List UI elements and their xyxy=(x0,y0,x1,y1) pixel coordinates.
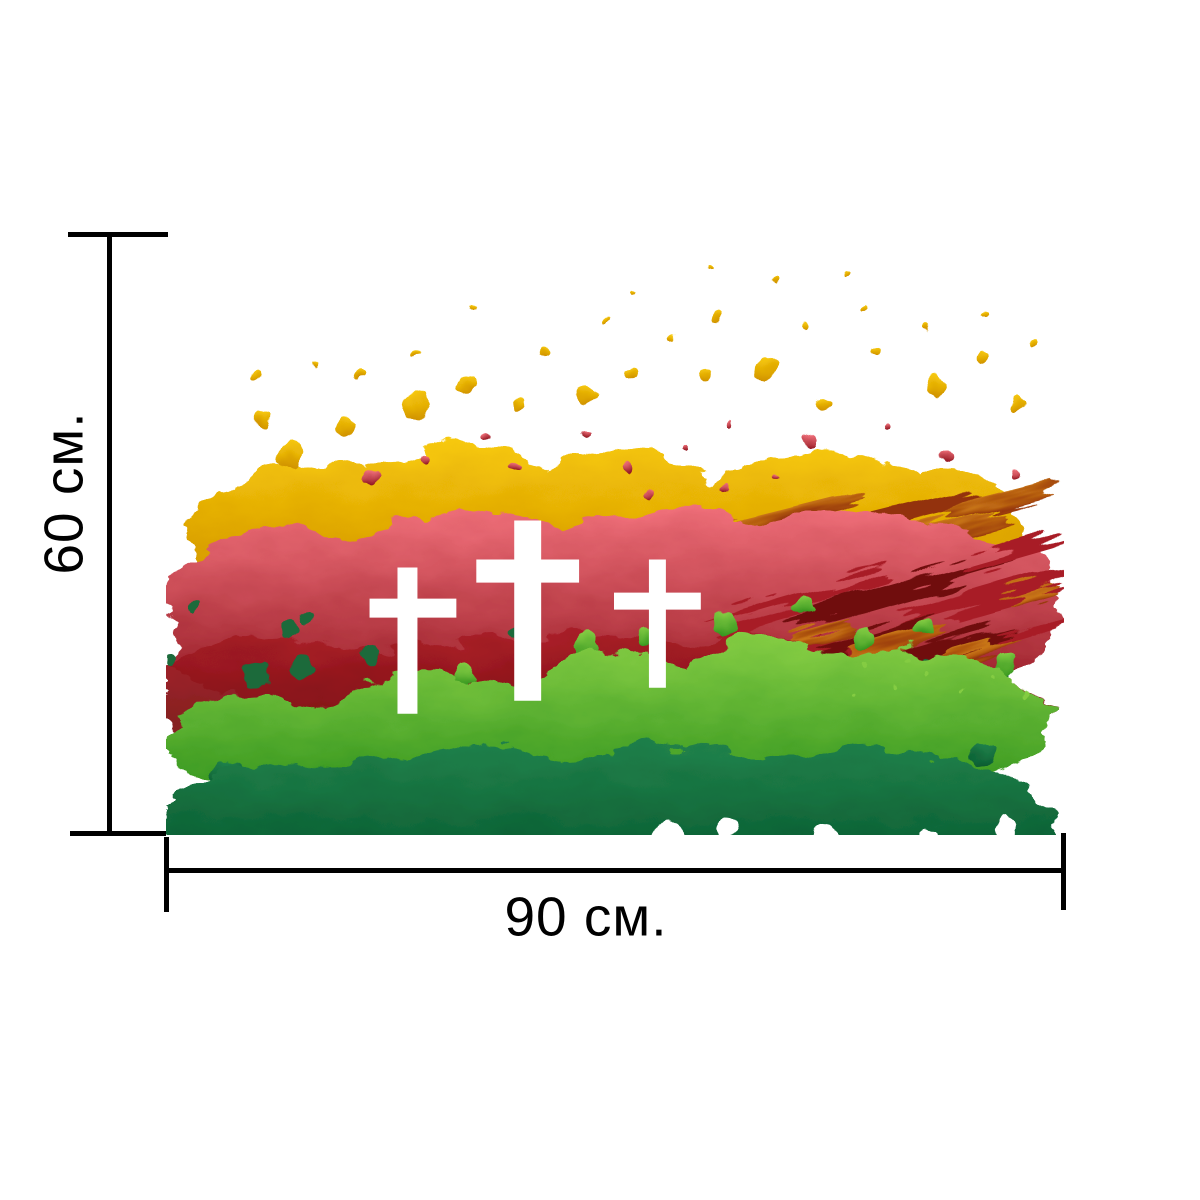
width-dimension-line xyxy=(166,868,1064,873)
width-dimension-left-tick xyxy=(164,837,169,912)
height-dimension-label: 60 см. xyxy=(32,411,95,575)
height-dimension-top-tick xyxy=(68,232,168,237)
green-flecks xyxy=(852,657,1028,698)
crosses-group xyxy=(369,520,701,714)
red-droplets xyxy=(362,419,1020,501)
height-dimension-bottom-tick xyxy=(70,831,166,836)
center-cross-icon xyxy=(476,520,580,701)
splatter-artwork xyxy=(166,234,1064,835)
yellow-droplets xyxy=(251,266,1039,470)
dark-green-layer xyxy=(166,742,1057,835)
left-cross-icon xyxy=(369,567,457,714)
width-dimension-label: 90 см. xyxy=(504,885,668,948)
height-dimension-line xyxy=(107,234,112,835)
bottom-white-notches xyxy=(654,817,1018,835)
right-cross-icon xyxy=(614,559,701,688)
width-dimension-right-tick xyxy=(1061,833,1066,910)
splatter-artwork-svg xyxy=(166,266,1064,835)
green-splatter-layer xyxy=(166,597,1049,791)
